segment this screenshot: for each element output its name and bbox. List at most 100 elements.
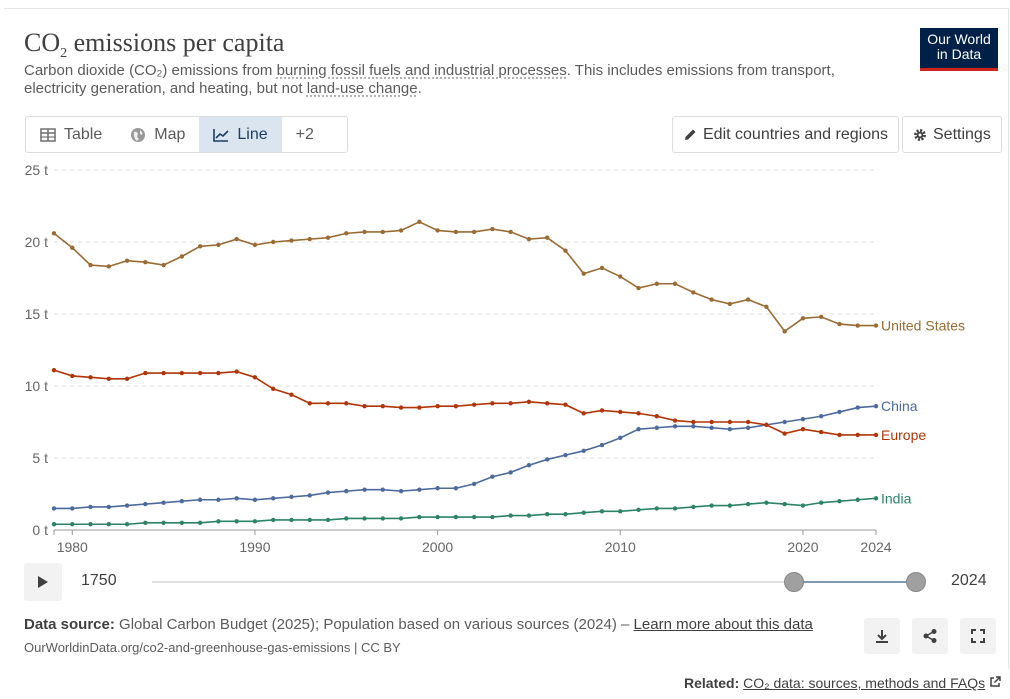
data-point-us[interactable] bbox=[599, 265, 605, 271]
data-point-us[interactable] bbox=[727, 301, 733, 307]
data-point-china[interactable] bbox=[380, 487, 385, 492]
data-point-europe[interactable] bbox=[106, 376, 112, 381]
data-point-china[interactable] bbox=[855, 405, 860, 410]
data-point-europe[interactable] bbox=[727, 419, 733, 425]
data-point-us[interactable] bbox=[88, 262, 93, 268]
data-point-us[interactable] bbox=[764, 304, 769, 309]
data-point-india[interactable] bbox=[563, 511, 568, 517]
data-point-europe[interactable] bbox=[380, 403, 385, 409]
series-line-us[interactable] bbox=[53, 220, 876, 333]
tab-table[interactable]: Table bbox=[26, 117, 116, 152]
data-point-us[interactable] bbox=[563, 248, 568, 253]
data-point-europe[interactable] bbox=[289, 392, 294, 397]
data-point-china[interactable] bbox=[124, 503, 130, 508]
data-point-india[interactable] bbox=[307, 517, 312, 523]
timeline-track[interactable] bbox=[152, 581, 914, 583]
data-point-us[interactable] bbox=[800, 316, 806, 321]
data-point-india[interactable] bbox=[161, 520, 166, 525]
series-line-china[interactable] bbox=[54, 405, 877, 510]
tab-more[interactable]: +2 bbox=[295, 125, 314, 143]
data-point-china[interactable] bbox=[179, 499, 185, 504]
data-point-china[interactable] bbox=[289, 494, 294, 500]
data-point-india[interactable] bbox=[271, 517, 276, 523]
data-point-us[interactable] bbox=[307, 236, 312, 242]
data-point-europe[interactable] bbox=[636, 411, 641, 416]
data-point-china[interactable] bbox=[618, 435, 623, 441]
data-point-us[interactable] bbox=[618, 274, 623, 279]
data-point-china[interactable] bbox=[654, 425, 659, 430]
edit-countries-button[interactable]: Edit countries and regions bbox=[672, 116, 899, 153]
data-point-china[interactable] bbox=[51, 506, 57, 511]
data-point-india[interactable] bbox=[745, 501, 751, 507]
data-point-us[interactable] bbox=[271, 239, 276, 245]
series-label-india[interactable]: India bbox=[881, 490, 912, 506]
data-point-india[interactable] bbox=[873, 496, 879, 501]
data-point-india[interactable] bbox=[526, 513, 532, 518]
data-point-europe[interactable] bbox=[362, 403, 367, 409]
data-point-us[interactable] bbox=[837, 321, 842, 327]
data-point-china[interactable] bbox=[508, 470, 513, 475]
data-point-us[interactable] bbox=[636, 285, 641, 291]
data-point-china[interactable] bbox=[709, 425, 714, 430]
data-point-china[interactable] bbox=[563, 452, 568, 458]
data-point-india[interactable] bbox=[197, 520, 203, 525]
data-point-us[interactable] bbox=[581, 271, 586, 276]
data-point-us[interactable] bbox=[161, 262, 166, 268]
data-point-us[interactable] bbox=[672, 281, 678, 286]
data-point-china[interactable] bbox=[745, 425, 751, 430]
data-point-us[interactable] bbox=[709, 297, 714, 302]
data-point-china[interactable] bbox=[435, 486, 440, 491]
data-point-europe[interactable] bbox=[398, 405, 404, 410]
data-point-europe[interactable] bbox=[344, 401, 349, 406]
data-point-india[interactable] bbox=[70, 522, 75, 527]
data-point-us[interactable] bbox=[197, 244, 203, 249]
data-point-india[interactable] bbox=[636, 507, 641, 513]
data-point-us[interactable] bbox=[289, 238, 294, 243]
data-point-us[interactable] bbox=[70, 245, 75, 250]
data-point-india[interactable] bbox=[855, 497, 860, 502]
data-point-europe[interactable] bbox=[526, 399, 532, 405]
data-point-india[interactable] bbox=[362, 516, 367, 521]
data-point-europe[interactable] bbox=[216, 370, 221, 376]
data-point-us[interactable] bbox=[179, 254, 185, 259]
data-point-india[interactable] bbox=[325, 517, 331, 523]
settings-button[interactable]: Settings bbox=[902, 116, 1002, 153]
data-point-india[interactable] bbox=[453, 514, 459, 520]
data-point-india[interactable] bbox=[800, 503, 806, 508]
data-point-china[interactable] bbox=[782, 419, 787, 425]
data-point-us[interactable] bbox=[435, 228, 440, 233]
data-point-europe[interactable] bbox=[234, 369, 239, 374]
data-point-europe[interactable] bbox=[873, 432, 879, 438]
data-point-europe[interactable] bbox=[581, 411, 586, 416]
data-point-india[interactable] bbox=[727, 503, 733, 508]
data-point-us[interactable] bbox=[362, 229, 367, 235]
data-point-europe[interactable] bbox=[417, 405, 422, 410]
data-point-china[interactable] bbox=[344, 488, 349, 494]
data-point-india[interactable] bbox=[289, 517, 294, 523]
owid-logo[interactable]: Our World in Data bbox=[920, 28, 998, 71]
data-point-us[interactable] bbox=[873, 323, 879, 328]
data-point-europe[interactable] bbox=[855, 432, 860, 438]
data-point-us[interactable] bbox=[143, 259, 148, 265]
data-point-india[interactable] bbox=[435, 514, 440, 520]
data-point-europe[interactable] bbox=[599, 408, 605, 413]
data-point-china[interactable] bbox=[545, 457, 550, 462]
data-point-india[interactable] bbox=[654, 506, 659, 511]
series-line-india[interactable] bbox=[54, 497, 877, 526]
data-point-us[interactable] bbox=[398, 228, 404, 233]
tab-map[interactable]: Map bbox=[116, 117, 199, 152]
data-point-india[interactable] bbox=[764, 500, 769, 505]
data-point-us[interactable] bbox=[106, 264, 112, 269]
data-point-india[interactable] bbox=[106, 522, 112, 527]
learn-more-link[interactable]: Learn more about this data bbox=[633, 616, 813, 633]
data-point-india[interactable] bbox=[398, 516, 404, 521]
data-point-europe[interactable] bbox=[271, 386, 276, 392]
data-point-europe[interactable] bbox=[471, 402, 477, 407]
data-point-europe[interactable] bbox=[545, 401, 550, 406]
data-point-india[interactable] bbox=[234, 519, 239, 524]
data-point-us[interactable] bbox=[216, 242, 221, 248]
data-point-europe[interactable] bbox=[124, 376, 130, 381]
data-point-us[interactable] bbox=[417, 219, 422, 225]
data-point-europe[interactable] bbox=[252, 375, 258, 380]
data-point-china[interactable] bbox=[800, 416, 806, 422]
